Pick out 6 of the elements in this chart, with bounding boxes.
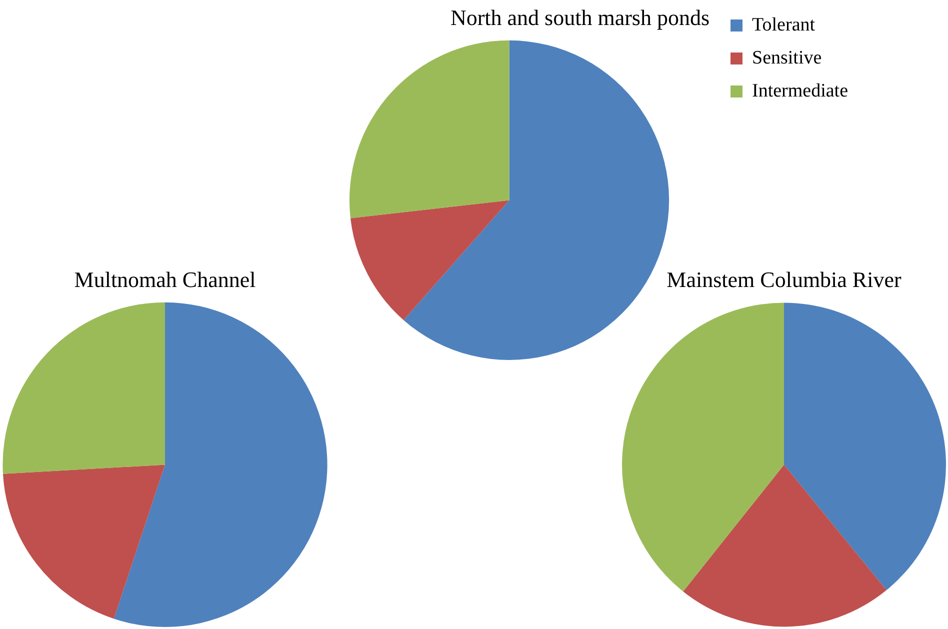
legend-label: Tolerant — [752, 14, 816, 36]
legend-label: Sensitive — [752, 47, 822, 68]
chart-title: North and south marsh ponds — [450, 4, 710, 30]
chart-title: Multnomah Channel — [74, 266, 256, 292]
chart-title: Mainstem Columbia River — [666, 266, 902, 292]
legend-label: Intermediate — [752, 80, 848, 102]
